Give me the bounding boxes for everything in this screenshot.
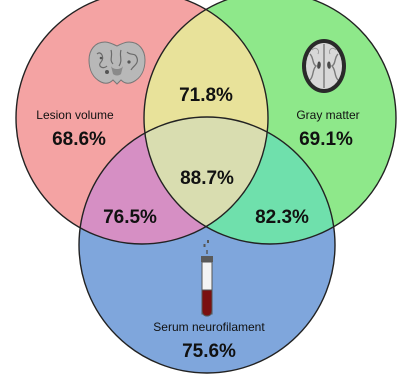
brain-axial-mri-icon [302, 39, 346, 93]
all-three-value: 88.7% [180, 168, 234, 189]
gray-serum-overlap [144, 117, 335, 244]
brain-coronal-slice-icon [88, 41, 146, 85]
gray-matter-value: 69.1% [299, 129, 353, 150]
serum-neurofilament-label: Serum neurofilament [153, 320, 265, 334]
lesion-gray-value: 71.8% [179, 85, 233, 106]
lesion-serum-value: 76.5% [103, 207, 157, 228]
gray-matter-label: Gray matter [296, 108, 359, 122]
blood-test-tube-icon [201, 240, 213, 317]
lesion-serum-overlap [79, 117, 268, 244]
lesion-volume-outline [15, 0, 269, 245]
serum-neurofilament-outline [78, 116, 336, 374]
gray-matter-outline [143, 0, 397, 245]
serum-neurofilament-value: 75.6% [182, 341, 236, 362]
lesion-volume-label: Lesion volume [36, 108, 114, 122]
lesion-volume-value: 68.6% [52, 129, 106, 150]
gray-serum-value: 82.3% [255, 207, 309, 228]
